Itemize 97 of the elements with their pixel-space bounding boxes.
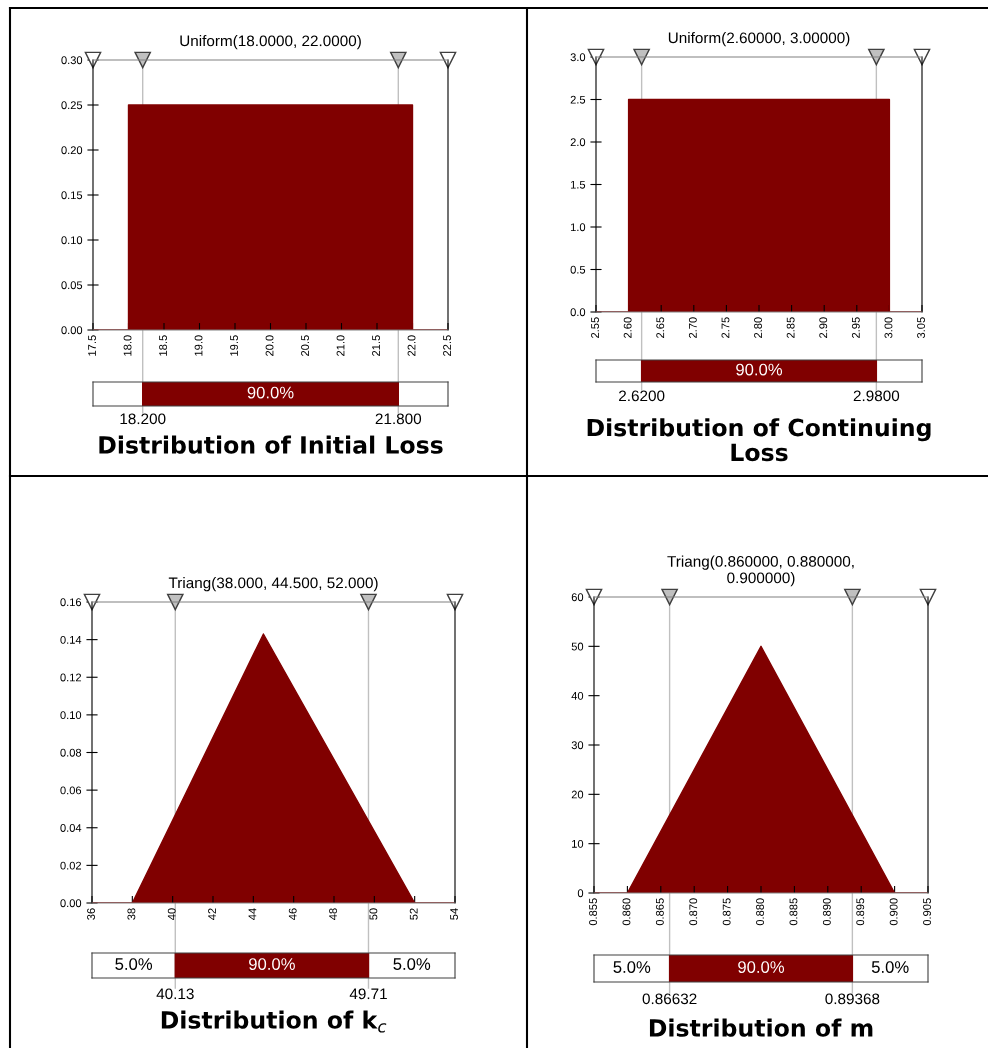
x-tick-label: 18.5: [159, 335, 167, 356]
y-tick-label: 0.30: [61, 56, 83, 65]
text: 90.0%: [736, 363, 783, 376]
x-tick-label: 2.85: [786, 317, 795, 338]
x-tick-label: 2.55: [591, 317, 599, 338]
x-tick-label: 2.60: [623, 317, 632, 338]
text: Distribution of Continuing Loss: [587, 418, 931, 462]
text: 5.0%: [393, 958, 431, 970]
y-tick-label: 0.06: [60, 786, 82, 795]
x-tick-label: 36: [87, 908, 95, 920]
x-tick-label: 38: [127, 908, 136, 920]
y-tick-label: 3.0: [570, 53, 586, 62]
y-tick-label: 0.12: [60, 673, 82, 682]
y-tick-label: 10: [572, 839, 584, 848]
x-tick-label: 46: [288, 908, 297, 920]
text: Distribution of m: [649, 1018, 873, 1037]
x-tick-label: 0.905: [923, 898, 931, 926]
x-tick-label: 17.5: [88, 335, 96, 356]
x-tick-label: 19.5: [230, 335, 238, 356]
y-tick-label: 0: [577, 889, 584, 898]
text: Distribution of k$_{c}$: [161, 1010, 387, 1033]
x-tick-label: 0.890: [822, 898, 831, 926]
y-tick-label: 0.00: [61, 326, 83, 335]
chart-title: Triang(38.000, 44.500, 52.000): [168, 577, 378, 592]
x-tick-label: 0.880: [756, 898, 764, 926]
ref-line-label: 49.71: [349, 988, 387, 1000]
x-tick-label: 0.865: [655, 898, 664, 926]
y-tick-label: 0.0: [570, 308, 586, 317]
y-tick-label: 0.00: [60, 899, 82, 908]
ref-line-label: 18.200: [120, 413, 166, 425]
y-tick-label: 50: [571, 642, 584, 651]
x-tick-label: 2.90: [819, 317, 828, 338]
text: Distribution of Initial Loss: [99, 435, 443, 454]
y-tick-label: 60: [571, 593, 584, 602]
y-tick-label: 20: [571, 790, 584, 799]
x-tick-label: 22.5: [443, 335, 451, 356]
text: 5.0%: [115, 958, 153, 970]
x-tick-label: 48: [329, 908, 337, 920]
chart-title: Uniform(2.60000, 3.00000): [668, 32, 850, 47]
x-tick-label: 3.05: [917, 317, 925, 339]
y-tick-label: 1.5: [570, 180, 586, 189]
text: 90.0%: [738, 961, 785, 973]
x-tick-label: 20.5: [301, 335, 309, 356]
ref-line-label: 0.86632: [642, 993, 697, 1005]
y-tick-label: 0.15: [61, 191, 83, 200]
y-tick-label: 0.02: [60, 861, 82, 870]
text: 5.0%: [871, 961, 909, 973]
chart-title: Uniform(18.0000, 22.0000): [180, 35, 361, 50]
ref-line-label: 0.89368: [825, 993, 880, 1005]
x-tick-label: 44: [248, 908, 257, 920]
x-tick-label: 0.855: [589, 898, 597, 926]
x-tick-label: 21.5: [372, 335, 380, 356]
text: 90.0%: [249, 958, 295, 970]
y-tick-label: 0.10: [60, 711, 82, 720]
y-tick-label: 0.10: [61, 236, 83, 245]
x-tick-label: 54: [450, 908, 458, 920]
x-tick-label: 40: [167, 908, 176, 920]
y-tick-label: 0.04: [60, 824, 82, 832]
x-tick-label: 0.860: [622, 898, 631, 926]
x-tick-label: 2.65: [656, 317, 665, 338]
y-tick-label: 2.5: [570, 95, 586, 104]
y-tick-label: 2.0: [570, 138, 586, 147]
x-tick-label: 20.0: [265, 335, 274, 356]
x-tick-label: 22.0: [407, 335, 416, 356]
x-tick-label: 2.75: [721, 317, 730, 338]
y-tick-label: 0.16: [60, 598, 82, 607]
y-tick-label: 0.20: [61, 146, 83, 155]
y-tick-label: 0.5: [570, 265, 586, 274]
ref-line-label: 2.6200: [619, 390, 665, 402]
x-tick-label: 18.0: [123, 335, 132, 356]
ref-line-label: 21.800: [375, 413, 422, 425]
y-tick-label: 0.05: [61, 281, 83, 290]
x-tick-label: 42: [208, 908, 216, 920]
x-tick-label: 50: [369, 908, 378, 920]
ref-line-label: 40.13: [156, 988, 194, 1000]
chart-title: Triang(0.860000, 0.880000, 0.900000): [667, 555, 854, 587]
x-tick-label: 19.0: [194, 335, 203, 356]
x-tick-label: 21.0: [336, 335, 345, 356]
y-tick-label: 1.0: [570, 223, 586, 232]
x-tick-label: 3.00: [884, 317, 893, 339]
y-tick-label: 0.25: [61, 101, 83, 110]
x-tick-label: 2.70: [688, 317, 697, 338]
x-tick-label: 0.870: [689, 898, 698, 926]
text: 5.0%: [613, 961, 651, 973]
x-tick-label: 0.900: [889, 898, 898, 926]
x-tick-label: 0.895: [856, 898, 865, 926]
y-tick-label: 40: [571, 691, 584, 700]
x-tick-label: 52: [409, 908, 418, 920]
text: 90.0%: [247, 386, 294, 399]
x-tick-label: 2.80: [754, 317, 762, 338]
y-tick-label: 0.14: [60, 635, 82, 644]
x-tick-label: 2.95: [851, 317, 860, 338]
x-tick-label: 0.875: [722, 898, 731, 926]
y-tick-label: 30: [571, 741, 584, 750]
y-tick-label: 0.08: [60, 748, 82, 757]
ref-line-label: 2.9800: [853, 390, 900, 402]
x-tick-label: 0.885: [789, 898, 798, 926]
